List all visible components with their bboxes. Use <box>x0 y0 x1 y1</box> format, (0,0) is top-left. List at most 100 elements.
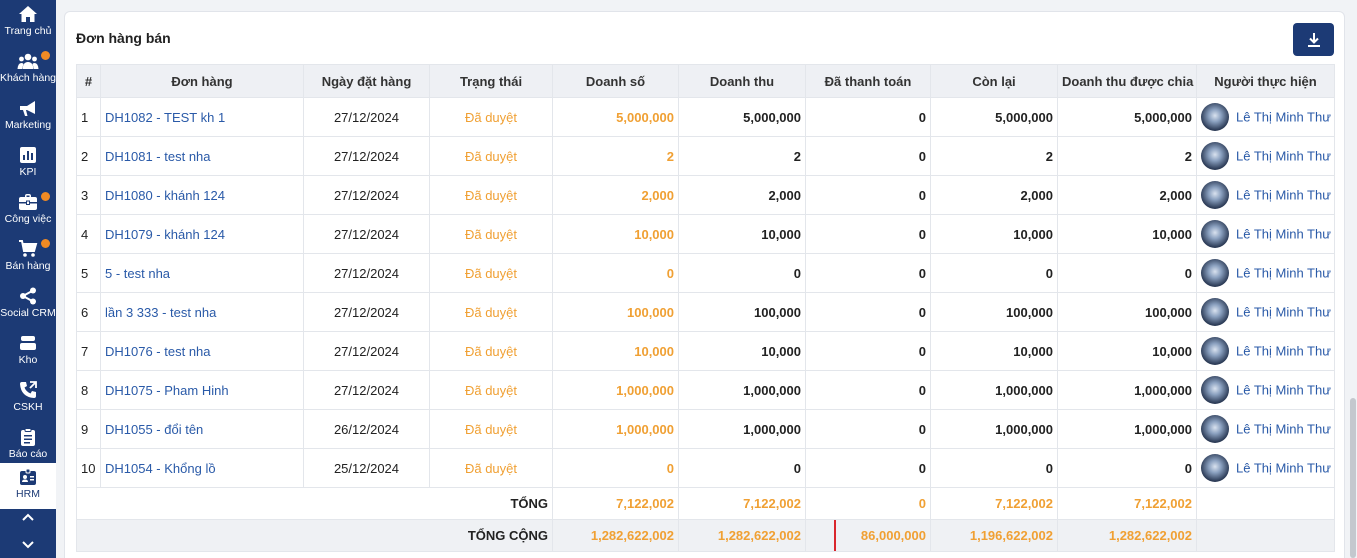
table-row[interactable]: 6 lần 3 333 - test nha 27/12/2024 Đã duyệt 1… <box>76 292 1335 332</box>
grand-total-label: TỔNG CỘNG <box>76 519 553 552</box>
shared-revenue-value: 0 <box>1057 253 1197 293</box>
avatar <box>1201 259 1229 287</box>
paid-value: 0 <box>805 409 931 449</box>
shared-revenue-value: 5,000,000 <box>1057 97 1197 137</box>
order-link[interactable]: 5 - test nha <box>100 253 304 293</box>
sidebar-item-social-crm[interactable]: Social CRM <box>0 282 56 328</box>
sidebar-item-reports[interactable]: Báo cáo <box>0 423 56 469</box>
notification-badge <box>41 192 50 201</box>
order-link[interactable]: DH1080 - khánh 124 <box>100 175 304 215</box>
status-badge: Đã duyệt <box>429 331 553 371</box>
page-scrollbar-thumb[interactable] <box>1350 398 1356 558</box>
col-header-order[interactable]: Đơn hàng <box>100 64 304 98</box>
row-index: 10 <box>76 448 101 488</box>
performer-cell[interactable]: Lê Thị Minh Thư <box>1196 331 1335 371</box>
sales-value: 10,000 <box>552 331 679 371</box>
sidebar-item-hrm[interactable]: HRM <box>0 463 56 509</box>
order-link[interactable]: DH1079 - khánh 124 <box>100 214 304 254</box>
revenue-value: 1,000,000 <box>678 370 806 410</box>
revenue-value: 2,000 <box>678 175 806 215</box>
order-link[interactable]: DH1081 - test nha <box>100 136 304 176</box>
sales-value: 0 <box>552 448 679 488</box>
order-link[interactable]: DH1055 - đổi tên <box>100 409 304 449</box>
page-scrollbar[interactable] <box>1349 0 1357 558</box>
sidebar-item-customer-care[interactable]: CSKH <box>0 376 56 422</box>
avatar <box>1201 103 1229 131</box>
revenue-value: 2 <box>678 136 806 176</box>
sales-value: 10,000 <box>552 214 679 254</box>
status-badge: Đã duyệt <box>429 448 553 488</box>
col-header-performer[interactable]: Người thực hiện <box>1196 64 1335 98</box>
sidebar-item-warehouse[interactable]: Kho <box>0 329 56 375</box>
performer-cell[interactable]: Lê Thị Minh Thư <box>1196 175 1335 215</box>
row-index: 6 <box>76 292 101 332</box>
performer-name[interactable]: Lê Thị Minh Thư <box>1236 343 1331 359</box>
performer-cell[interactable]: Lê Thị Minh Thư <box>1196 97 1335 137</box>
order-link[interactable]: DH1076 - test nha <box>100 331 304 371</box>
order-link[interactable]: DH1075 - Pham Hinh <box>100 370 304 410</box>
performer-cell[interactable]: Lê Thị Minh Thư <box>1196 448 1335 488</box>
col-header-revenue[interactable]: Doanh thu <box>678 64 806 98</box>
col-header-paid[interactable]: Đã thanh toán <box>805 64 931 98</box>
sidebar-item-home[interactable]: Trang chủ <box>0 0 56 46</box>
orders-table: # Đơn hàng Ngày đặt hàng Trạng thái Doan… <box>76 64 1335 552</box>
paid-value: 0 <box>805 175 931 215</box>
performer-name[interactable]: Lê Thị Minh Thư <box>1236 382 1331 398</box>
remaining-value: 1,000,000 <box>930 409 1058 449</box>
table-row[interactable]: 10 DH1054 - Khổng lồ 25/12/2024 Đã duyệt 0 0 0… <box>76 448 1335 488</box>
performer-cell[interactable]: Lê Thị Minh Thư <box>1196 214 1335 254</box>
performer-cell[interactable]: Lê Thị Minh Thư <box>1196 370 1335 410</box>
table-row[interactable]: 2 DH1081 - test nha 27/12/2024 Đã duyệt 2 2 0 2… <box>76 136 1335 176</box>
sidebar-item-customers[interactable]: Khách hàng <box>0 47 56 93</box>
avatar <box>1201 376 1229 404</box>
revenue-value: 10,000 <box>678 214 806 254</box>
table-row[interactable]: 7 DH1076 - test nha 27/12/2024 Đã duyệt 10,0… <box>76 331 1335 371</box>
sidebar-item-kpi[interactable]: KPI <box>0 141 56 187</box>
performer-cell[interactable]: Lê Thị Minh Thư <box>1196 136 1335 176</box>
scroll-up-button[interactable] <box>0 506 56 528</box>
col-header-sales[interactable]: Doanh số <box>552 64 679 98</box>
sidebar-item-tasks[interactable]: Công việc <box>0 188 56 234</box>
notification-badge <box>41 239 50 248</box>
performer-name[interactable]: Lê Thị Minh Thư <box>1236 148 1331 164</box>
performer-name[interactable]: Lê Thị Minh Thư <box>1236 109 1331 125</box>
sidebar-item-sales[interactable]: Bán hàng <box>0 235 56 281</box>
table-row[interactable]: 3 DH1080 - khánh 124 27/12/2024 Đã duyệt 2,0… <box>76 175 1335 215</box>
performer-name[interactable]: Lê Thị Minh Thư <box>1236 304 1331 320</box>
table-row[interactable]: 1 DH1082 - TEST kh 1 27/12/2024 Đã duyệt 5,0… <box>76 97 1335 137</box>
performer-name[interactable]: Lê Thị Minh Thư <box>1236 226 1331 242</box>
table-row[interactable]: 9 DH1055 - đổi tên 26/12/2024 Đã duyệt 1,000… <box>76 409 1335 449</box>
sales-value: 5,000,000 <box>552 97 679 137</box>
performer-name[interactable]: Lê Thị Minh Thư <box>1236 187 1331 203</box>
shared-revenue-value: 1,000,000 <box>1057 409 1197 449</box>
order-date: 27/12/2024 <box>303 331 430 371</box>
chevron-down-icon <box>22 541 34 549</box>
performer-cell[interactable]: Lê Thị Minh Thư <box>1196 292 1335 332</box>
sidebar-item-marketing[interactable]: Marketing <box>0 94 56 140</box>
col-header-shared-revenue[interactable]: Doanh thu được chia <box>1057 64 1197 98</box>
highlight-box <box>834 520 930 551</box>
order-link[interactable]: DH1082 - TEST kh 1 <box>100 97 304 137</box>
shared-revenue-value: 0 <box>1057 448 1197 488</box>
col-header-status[interactable]: Trạng thái <box>429 64 553 98</box>
scroll-down-button[interactable] <box>0 534 56 556</box>
subtotal-shared-revenue: 7,122,002 <box>1057 487 1197 520</box>
order-link[interactable]: lần 3 333 - test nha <box>100 292 304 332</box>
download-button[interactable] <box>1293 23 1334 56</box>
performer-name[interactable]: Lê Thị Minh Thư <box>1236 265 1331 281</box>
performer-name[interactable]: Lê Thị Minh Thư <box>1236 421 1331 437</box>
table-row[interactable]: 8 DH1075 - Pham Hinh 27/12/2024 Đã duyệt 1,0… <box>76 370 1335 410</box>
performer-name[interactable]: Lê Thị Minh Thư <box>1236 460 1331 476</box>
status-badge: Đã duyệt <box>429 370 553 410</box>
sales-value: 2 <box>552 136 679 176</box>
performer-cell[interactable]: Lê Thị Minh Thư <box>1196 409 1335 449</box>
col-header-remaining[interactable]: Còn lại <box>930 64 1058 98</box>
order-link[interactable]: DH1054 - Khổng lồ <box>100 448 304 488</box>
col-header-date[interactable]: Ngày đặt hàng <box>303 64 430 98</box>
paid-value: 0 <box>805 136 931 176</box>
order-date: 27/12/2024 <box>303 292 430 332</box>
avatar <box>1201 415 1229 443</box>
performer-cell[interactable]: Lê Thị Minh Thư <box>1196 253 1335 293</box>
table-row[interactable]: 4 DH1079 - khánh 124 27/12/2024 Đã duyệt 10,… <box>76 214 1335 254</box>
